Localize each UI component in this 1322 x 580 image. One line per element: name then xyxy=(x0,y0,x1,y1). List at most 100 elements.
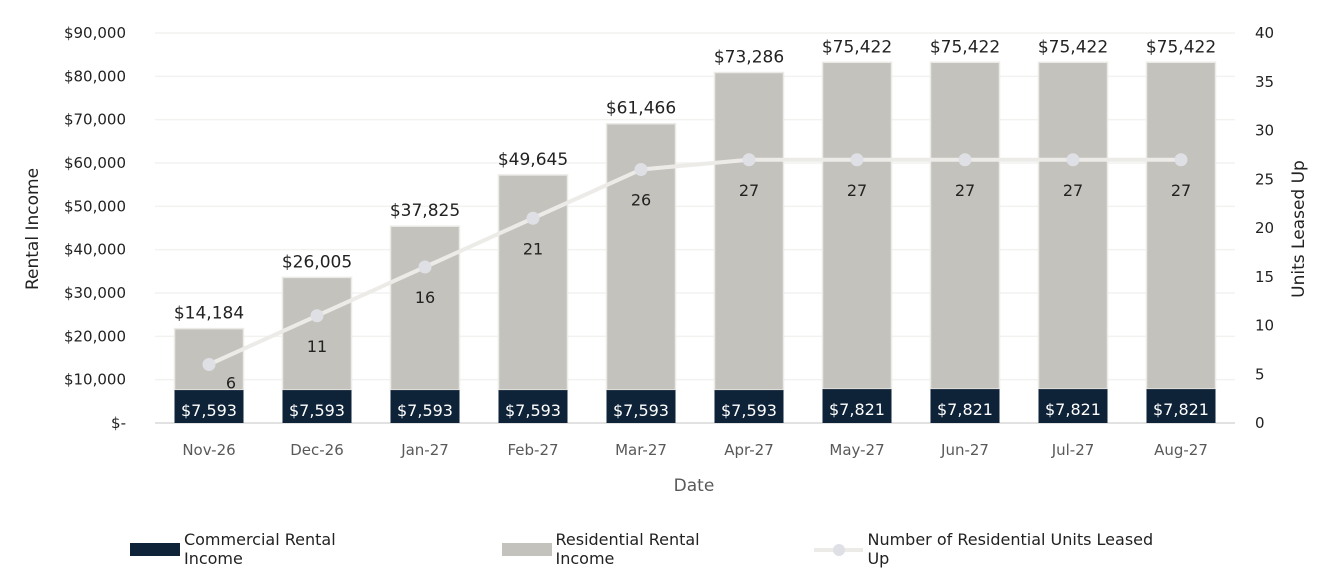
y2-tick-label: 40 xyxy=(1255,24,1274,42)
units-marker[interactable] xyxy=(850,153,864,167)
legend-item-commercial[interactable]: Commercial Rental Income xyxy=(130,530,400,568)
y2-tick-label: 30 xyxy=(1255,122,1274,140)
commercial-bar[interactable] xyxy=(606,390,676,423)
residential-value-label: $14,184 xyxy=(174,304,244,324)
y-axis-left: $- $10,000 $20,000 $30,000 $40,000 $50,000 $60… xyxy=(64,24,126,432)
x-tick-label: Apr-27 xyxy=(724,441,774,459)
x-tick-label: Dec-26 xyxy=(290,441,344,459)
units-value-label: 27 xyxy=(1063,181,1083,200)
legend: Commercial Rental Income Residential Ren… xyxy=(130,530,1230,568)
units-marker[interactable] xyxy=(742,153,756,167)
y-tick-label: $90,000 xyxy=(64,24,126,42)
commercial-value-label: $7,821 xyxy=(829,400,885,419)
x-tick-label: Feb-27 xyxy=(507,441,558,459)
units-marker[interactable] xyxy=(310,309,324,323)
residential-bar[interactable] xyxy=(497,174,569,391)
legend-label: Residential Rental Income xyxy=(555,530,700,568)
y-tick-label: $50,000 xyxy=(64,197,126,215)
y2-tick-label: 25 xyxy=(1255,170,1274,188)
y2-tick-label: 5 xyxy=(1255,365,1265,383)
y-axis-title: Rental Income xyxy=(23,168,43,290)
residential-value-label: $61,466 xyxy=(606,99,676,119)
line-series: 6 11 16 21 26 27 27 27 27 27 xyxy=(202,153,1191,393)
x-tick-label: Mar-27 xyxy=(615,441,667,459)
commercial-bar[interactable] xyxy=(282,390,352,423)
residential-value-label: $73,286 xyxy=(714,48,784,68)
commercial-value-label: $7,593 xyxy=(613,401,669,420)
units-value-label: 6 xyxy=(226,374,236,393)
units-line xyxy=(208,157,1181,367)
units-marker[interactable] xyxy=(1174,153,1188,167)
y-tick-label: $20,000 xyxy=(64,327,126,345)
commercial-swatch-icon xyxy=(130,542,180,556)
commercial-bar[interactable] xyxy=(822,389,892,423)
residential-value-label: $75,422 xyxy=(1146,37,1216,57)
x-tick-label: Aug-27 xyxy=(1154,441,1208,459)
units-value-label: 27 xyxy=(739,181,759,200)
commercial-bar[interactable] xyxy=(930,389,1000,423)
commercial-value-label: $7,821 xyxy=(1153,400,1209,419)
legend-item-residential[interactable]: Residential Rental Income xyxy=(501,530,764,568)
residential-bar[interactable] xyxy=(821,61,893,390)
y2-axis-title: Units Leased Up xyxy=(1289,160,1309,298)
residential-bar[interactable] xyxy=(929,61,1001,390)
x-tick-label: Jan-27 xyxy=(400,441,449,459)
commercial-bar[interactable] xyxy=(714,390,784,423)
residential-value-label: $75,422 xyxy=(930,37,1000,57)
x-tick-label: Nov-26 xyxy=(182,441,235,459)
commercial-value-label: $7,593 xyxy=(505,401,561,420)
units-marker[interactable] xyxy=(418,260,432,274)
commercial-value-label: $7,593 xyxy=(181,401,237,420)
legend-item-units[interactable]: Number of Residential Units Leased Up xyxy=(813,530,1180,568)
residential-bar[interactable] xyxy=(1037,61,1109,390)
units-marker[interactable] xyxy=(202,358,216,371)
residential-bar[interactable] xyxy=(713,71,785,391)
units-marker[interactable] xyxy=(958,153,972,167)
units-marker[interactable] xyxy=(634,163,648,176)
residential-bar[interactable] xyxy=(281,276,353,391)
units-value-label: 11 xyxy=(307,337,327,356)
residential-bar[interactable] xyxy=(389,225,461,391)
commercial-bar[interactable] xyxy=(174,390,244,423)
commercial-bar[interactable] xyxy=(1038,389,1108,423)
commercial-value-label: $7,593 xyxy=(397,401,453,420)
x-tick-label: Jul-27 xyxy=(1051,441,1095,459)
residential-swatch-icon xyxy=(501,542,552,556)
residential-bar[interactable] xyxy=(1145,61,1217,390)
units-value-label: 27 xyxy=(955,181,975,200)
line-marker-swatch-icon xyxy=(813,543,864,556)
y-tick-label: $70,000 xyxy=(64,111,126,129)
y-tick-label: $10,000 xyxy=(64,371,126,389)
residential-value-label: $75,422 xyxy=(822,37,892,57)
bar-series: $7,593 $14,184 $7,593 $26,005 $7,593 $37,825 $… xyxy=(173,37,1217,423)
y2-tick-label: 10 xyxy=(1255,317,1274,335)
units-value-label: 27 xyxy=(847,181,867,200)
commercial-value-label: $7,821 xyxy=(1045,400,1101,419)
commercial-value-label: $7,593 xyxy=(289,401,345,420)
y-tick-label: $40,000 xyxy=(64,241,126,259)
y2-tick-label: 0 xyxy=(1255,414,1265,432)
units-value-label: 27 xyxy=(1171,181,1191,200)
units-value-label: 21 xyxy=(523,239,543,258)
y2-tick-label: 20 xyxy=(1255,219,1274,237)
residential-value-label: $37,825 xyxy=(390,201,460,221)
y-tick-label: $30,000 xyxy=(64,284,126,302)
units-marker[interactable] xyxy=(1066,153,1080,167)
x-tick-label: May-27 xyxy=(829,441,884,459)
x-axis-title: Date xyxy=(674,476,715,496)
residential-value-label: $26,005 xyxy=(282,252,352,272)
units-marker[interactable] xyxy=(526,211,540,225)
commercial-bar[interactable] xyxy=(1146,389,1216,423)
y-tick-label: $60,000 xyxy=(64,154,126,172)
commercial-bar[interactable] xyxy=(498,390,568,423)
commercial-value-label: $7,593 xyxy=(721,401,777,420)
y-axis-right: 0 5 10 15 20 25 30 35 40 xyxy=(1255,24,1274,432)
commercial-value-label: $7,821 xyxy=(937,400,993,419)
units-value-label: 16 xyxy=(415,288,435,307)
legend-label: Number of Residential Units Leased Up xyxy=(867,530,1154,568)
x-axis: Nov-26 Dec-26 Jan-27 Feb-27 Mar-27 Apr-27 May-… xyxy=(182,441,1208,459)
commercial-bar[interactable] xyxy=(390,390,460,423)
residential-value-label: $49,645 xyxy=(498,150,568,170)
legend-label: Commercial Rental Income xyxy=(183,530,336,568)
